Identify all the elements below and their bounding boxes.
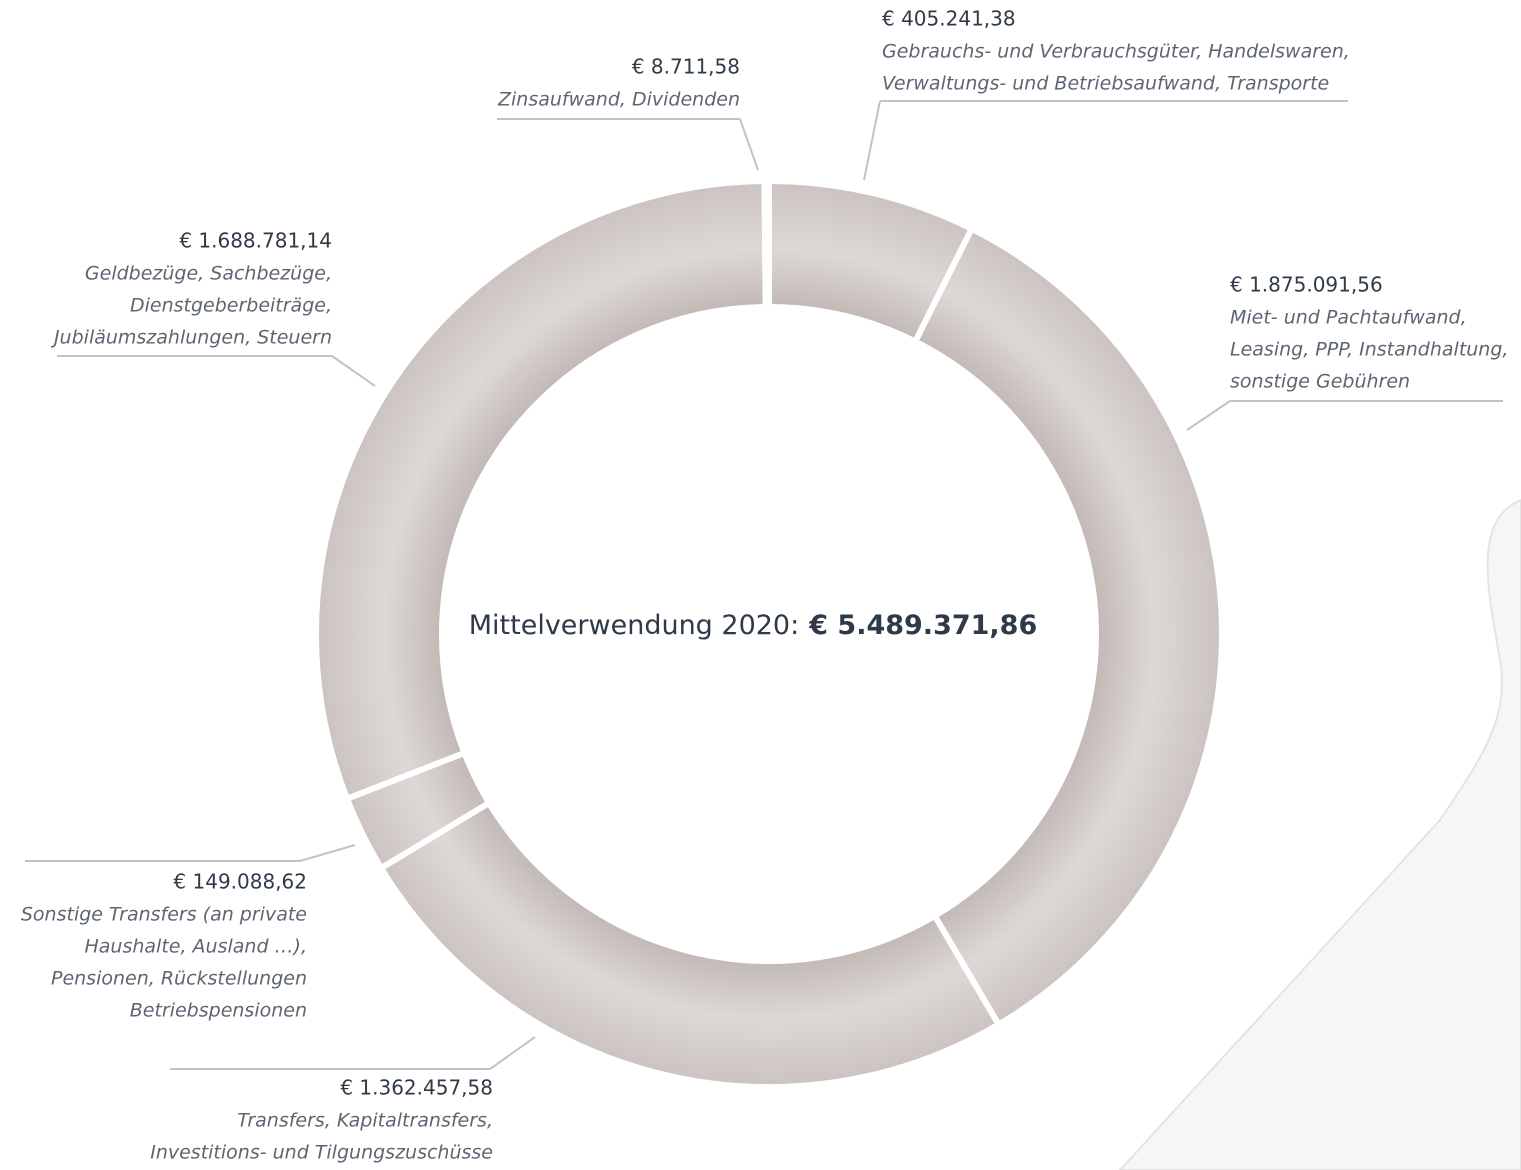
- donut-segment: [911, 224, 1225, 1029]
- category-label: Jubiläumszahlungen, Steuern: [50, 327, 332, 349]
- category-label: Haushalte, Ausland …),: [84, 936, 307, 958]
- category-label: sonstige Gebühren: [1230, 371, 1410, 393]
- value-label: € 405.241,38: [882, 7, 1016, 31]
- category-label: Investitions- und Tilgungszuschüsse: [150, 1142, 493, 1164]
- leader-line: [331, 355, 376, 387]
- value-label: € 149.088,62: [173, 870, 307, 894]
- category-label: Leasing, PPP, Instandhaltung,: [1230, 339, 1508, 361]
- donut-segment: [313, 177, 769, 803]
- center-label: Mittelverwendung 2020:: [469, 610, 799, 641]
- leader-line: [489, 1036, 536, 1070]
- donut-segment: [376, 798, 1003, 1090]
- donut-segment: [761, 177, 772, 311]
- category-label: Geldbezüge, Sachbezüge,: [85, 263, 332, 285]
- category-label: Zinsaufwand, Dividenden: [497, 89, 740, 111]
- leader-line: [863, 100, 881, 181]
- value-label: € 1.688.781,14: [179, 229, 332, 253]
- total-label: € 5.489.371,86: [808, 610, 1037, 641]
- category-label: Dienstgeberbeiträge,: [130, 295, 332, 317]
- leader-line: [299, 844, 356, 862]
- center-text: Mittelverwendung 2020: € 5.489.371,86: [469, 610, 1038, 641]
- value-label: € 1.362.457,58: [340, 1076, 493, 1100]
- category-label: Verwaltungs- und Betriebsaufwand, Transp…: [882, 73, 1329, 95]
- leader-line: [1186, 400, 1231, 431]
- value-label: € 8.711,58: [632, 55, 740, 79]
- category-label: Miet- und Pachtaufwand,: [1230, 307, 1467, 329]
- category-label: Pensionen, Rückstellungen: [51, 968, 307, 990]
- value-label: € 1.875.091,56: [1230, 273, 1383, 297]
- leader-line: [739, 118, 759, 171]
- category-label: Sonstige Transfers (an private: [21, 904, 307, 926]
- category-label: Transfers, Kapitaltransfers,: [237, 1110, 493, 1132]
- background-shape: [1118, 498, 1521, 1170]
- category-label: Betriebspensionen: [130, 1000, 307, 1022]
- category-label: Gebrauchs- und Verbrauchsgüter, Handelsw…: [882, 41, 1350, 63]
